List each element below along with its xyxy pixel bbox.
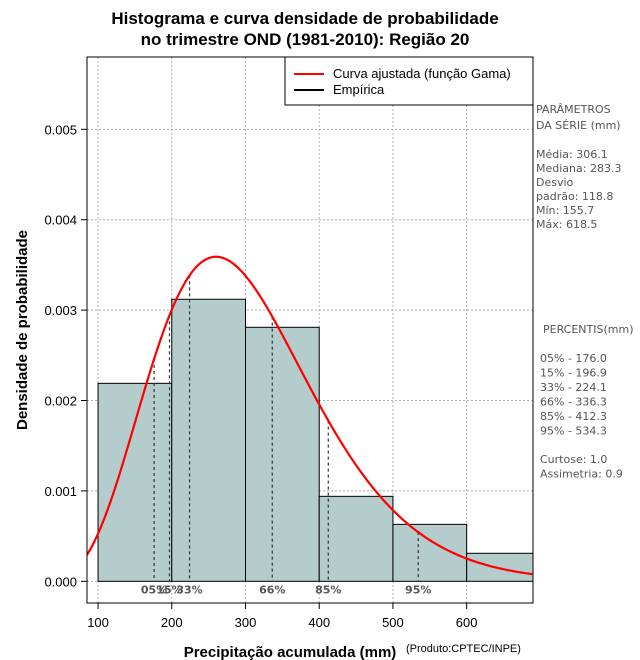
percentis-title: PERCENTIS(mm) bbox=[543, 323, 634, 336]
percentil-line: 95% - 534.3 bbox=[540, 425, 607, 438]
percentile-label: 15% bbox=[156, 583, 182, 596]
percentile-label: 05% bbox=[141, 583, 167, 596]
histogram-bars bbox=[97, 298, 533, 582]
product-credit: (Produto:CPTEC/INPE) bbox=[406, 643, 521, 655]
y-tick-label: 0.002 bbox=[44, 394, 77, 409]
legend-box bbox=[284, 56, 534, 106]
percentil-line: 85% - 412.3 bbox=[540, 410, 607, 423]
percentile-label: 33% bbox=[176, 583, 202, 596]
legend-label: Curva ajustada (função Gama) bbox=[333, 66, 511, 81]
params-title: PARÂMETROS bbox=[536, 103, 611, 116]
y-tick-label: 0.005 bbox=[44, 122, 77, 137]
chart-legend: Curva ajustada (função Gama)Empírica bbox=[284, 56, 534, 106]
param-line: padrão: 118.8 bbox=[536, 190, 613, 203]
percentile-label: 66% bbox=[259, 583, 285, 596]
histogram-bar bbox=[97, 382, 173, 582]
params-title: DA SÉRIE (mm) bbox=[536, 119, 621, 132]
chart-title: Histograma e curva densidade de probabil… bbox=[111, 9, 498, 49]
x-tick-label: 200 bbox=[161, 615, 183, 630]
percentil-line: 15% - 196.9 bbox=[540, 367, 607, 380]
param-line: Desvio bbox=[536, 176, 574, 189]
param-line: Média: 306.1 bbox=[536, 148, 608, 161]
shape-line: Curtose: 1.0 bbox=[540, 453, 607, 466]
shape-line: Assimetria: 0.9 bbox=[540, 468, 623, 481]
y-tick-label: 0.003 bbox=[44, 303, 77, 318]
y-tick-label: 0.004 bbox=[44, 213, 77, 228]
chart-axes: 100 200 300 400 500 600 0.000 0.001 0.002 0.003 0.… bbox=[14, 56, 534, 660]
histogram-bar bbox=[318, 495, 394, 582]
legend-label: Empírica bbox=[333, 82, 385, 97]
param-line: Mediana: 283.3 bbox=[536, 162, 621, 175]
percentile-label: 95% bbox=[405, 583, 431, 596]
histogram-bar bbox=[171, 298, 246, 582]
param-line: Máx: 618.5 bbox=[536, 218, 597, 231]
y-tick-label: 0.001 bbox=[44, 484, 77, 499]
histogram-bar bbox=[466, 552, 533, 582]
gamma-curve bbox=[87, 255, 533, 576]
y-tick-label: 0.000 bbox=[44, 574, 77, 589]
gamma-curve-line bbox=[87, 255, 533, 576]
y-axis-label: Densidade de probabilidade bbox=[14, 230, 31, 430]
param-line: Mín: 155.7 bbox=[536, 204, 594, 217]
x-tick-label: 400 bbox=[308, 615, 330, 630]
side-panel: PARÂMETROS DA SÉRIE (mm) Média: 306.1Medi… bbox=[536, 103, 634, 481]
percentil-line: 05% - 176.0 bbox=[540, 352, 607, 365]
percentile-label: 85% bbox=[315, 583, 341, 596]
percentil-line: 33% - 224.1 bbox=[540, 381, 607, 394]
chart-title-line: no trimestre OND (1981-2010): Região 20 bbox=[141, 30, 470, 49]
x-tick-label: 500 bbox=[382, 615, 404, 630]
chart-title-line: Histograma e curva densidade de probabil… bbox=[111, 9, 498, 28]
percentil-line: 66% - 336.3 bbox=[540, 396, 607, 409]
histogram-bar bbox=[244, 326, 320, 582]
x-tick-label: 600 bbox=[456, 615, 478, 630]
percentile-markers: 05%15%33% 66% 85% 95% bbox=[141, 275, 431, 596]
x-tick-label: 100 bbox=[87, 615, 109, 630]
x-tick-label: 300 bbox=[235, 615, 257, 630]
x-axis-label: Precipitação acumulada (mm) bbox=[184, 644, 397, 660]
